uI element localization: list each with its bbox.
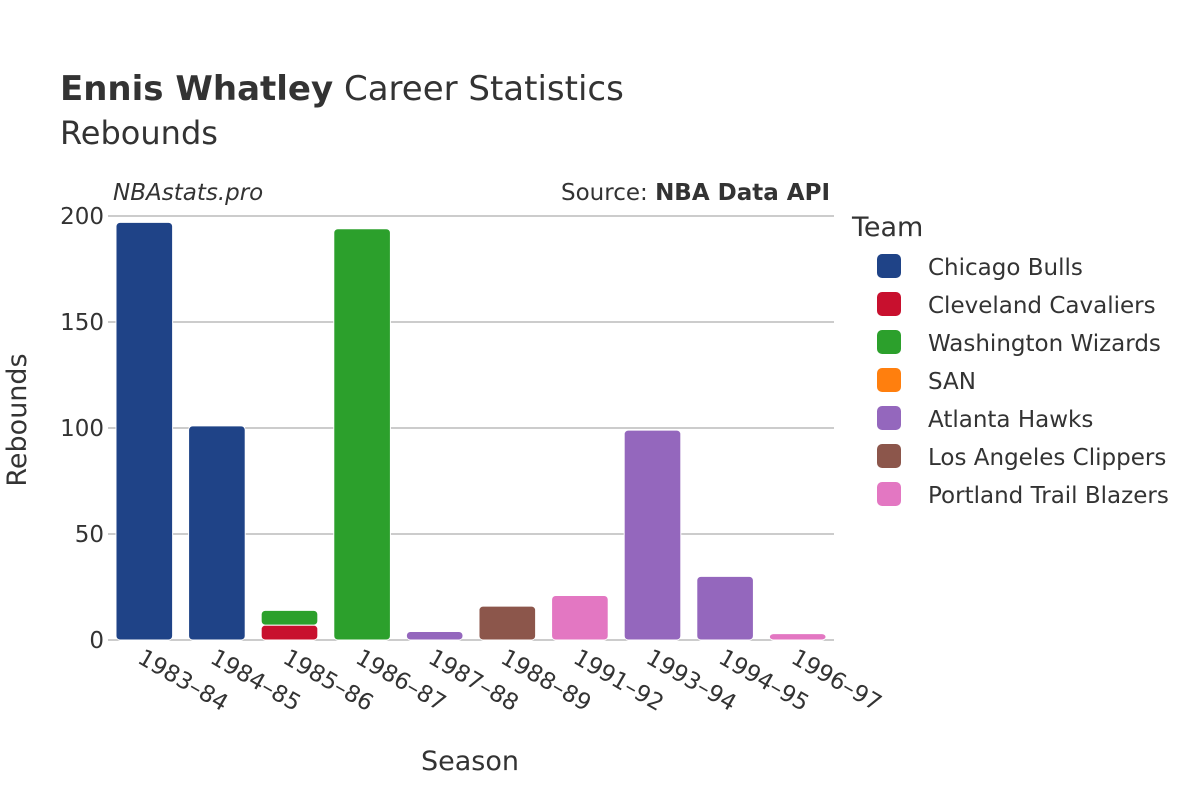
legend-title: Team [851,212,923,243]
legend-label: Atlanta Hawks [928,407,1093,433]
legend-label: Chicago Bulls [928,255,1083,281]
bar-segment [551,594,609,641]
legend-label: Cleveland Cavaliers [928,293,1156,319]
bar-segment [115,221,174,641]
chart-subtitle: Rebounds [60,114,218,152]
watermark: NBAstats.pro [113,180,263,206]
legend-swatch [877,368,901,392]
chart-title-rest: Career Statistics [333,69,624,109]
bar-segment [405,631,464,641]
legend-label: SAN [928,369,976,395]
y-axis-ticks: 0 50 100 150 200 [60,204,104,654]
legend: Team Chicago Bulls Cleveland Cavaliers Was… [851,212,1169,509]
y-tick-label: 150 [60,310,104,336]
legend-label: Washington Wizards [928,331,1161,357]
y-tick-label: 0 [89,628,104,654]
bar-segment [260,609,319,626]
legend-swatch [877,482,901,506]
y-tick-label: 200 [60,204,104,230]
legend-swatch [877,406,901,430]
legend-label: Los Angeles Clippers [928,445,1166,471]
y-axis-title: Rebounds [2,353,33,486]
legend-swatch [877,254,901,278]
bar-segment [696,575,754,641]
y-tick-label: 100 [60,416,104,442]
legend-swatch [877,330,901,354]
x-axis-ticks: 1983–841984–851985–861986–871987–881988–… [133,645,885,717]
source-prefix: Source: [561,180,655,206]
source-name: NBA Data API [655,180,830,206]
bar-segment [188,425,246,641]
legend-swatch [877,292,901,316]
legend-label: Portland Trail Blazers [928,483,1169,509]
source-label: Source: NBA Data API [561,180,830,206]
bar-segment [478,605,537,641]
legend-swatch [877,444,901,468]
chart-title: Ennis Whatley Career Statistics [60,69,624,109]
x-axis-title: Season [421,746,519,777]
y-tick-label: 50 [75,522,104,548]
chart-title-bold: Ennis Whatley [60,69,333,109]
bars [115,221,827,641]
bar-segment [768,633,827,641]
bar-segment [260,624,319,641]
bar-segment [623,429,682,641]
bar-segment [333,228,391,641]
